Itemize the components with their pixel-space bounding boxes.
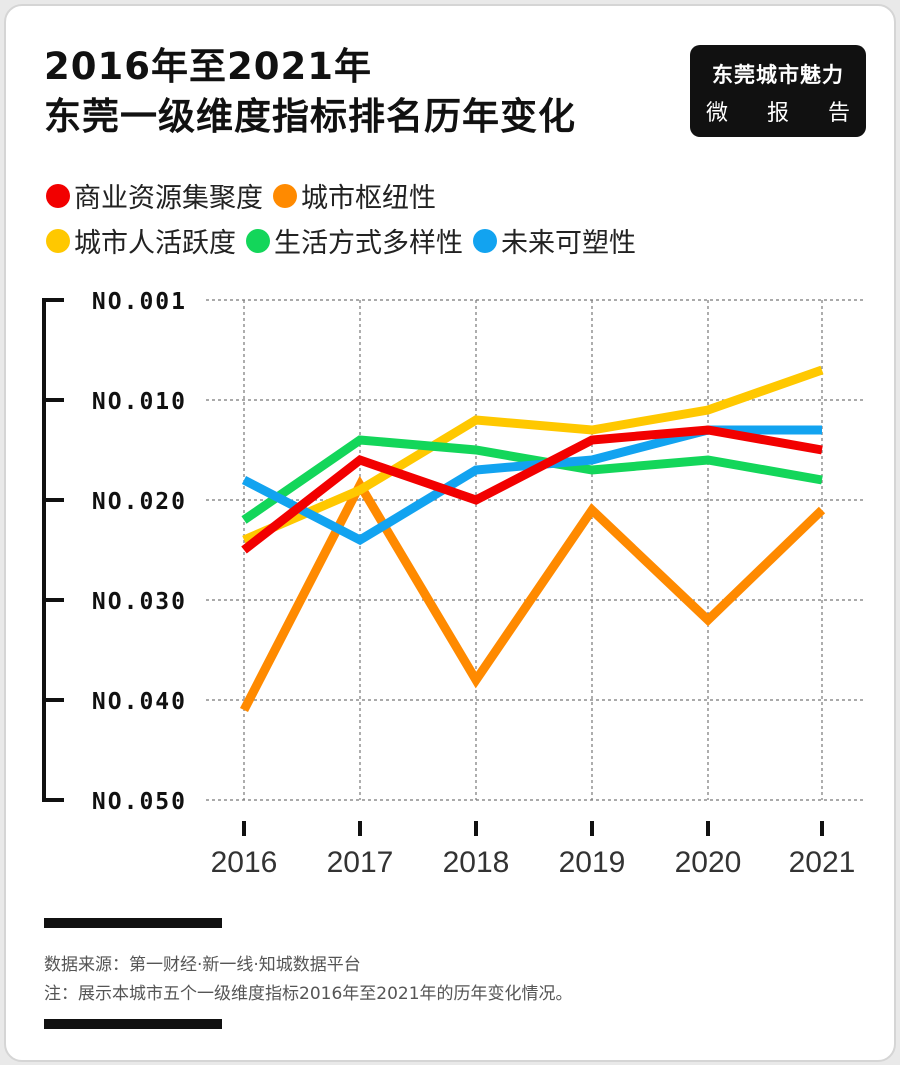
legend-swatch — [46, 228, 70, 253]
legend-label: 生活方式多样性 — [274, 228, 463, 259]
chart-title-line1: 2016年至2021年 — [44, 45, 372, 88]
x-tick-label: 2017 — [327, 846, 394, 879]
brand-badge-char: 报 — [766, 101, 789, 126]
y-tick-label: NO.020 — [92, 489, 187, 515]
brand-badge: 东莞城市魅力 微 报 告 — [690, 45, 866, 137]
legend-swatch — [273, 183, 297, 208]
legend-item: 城市枢纽性 — [273, 176, 436, 215]
footer-divider — [44, 1019, 222, 1029]
brand-badge-char: 微 — [706, 101, 729, 126]
legend-row: 城市人活跃度 生活方式多样性 未来可塑性 — [46, 221, 646, 260]
series-line — [241, 425, 823, 554]
chart-title-line2: 东莞一级维度指标排名历年变化 — [44, 95, 576, 138]
series-line — [240, 475, 826, 713]
legend-item: 商业资源集聚度 — [46, 176, 263, 215]
y-tick-label: NO.050 — [92, 789, 187, 815]
legend-item: 城市人活跃度 — [46, 221, 236, 260]
legend-label: 城市人活跃度 — [74, 228, 236, 259]
y-tick-label: NO.010 — [92, 389, 187, 415]
brand-badge-char: 告 — [827, 101, 850, 126]
line-chart: NO.001 NO.010 NO.020 NO.030 NO.040 NO.050 2016… — [42, 289, 864, 879]
legend-label: 未来可塑性 — [501, 228, 636, 259]
legend-item: 生活方式多样性 — [246, 221, 463, 260]
brand-badge-title: 东莞城市魅力 — [712, 63, 844, 87]
x-tick-label: 2019 — [559, 846, 626, 879]
legend-row: 商业资源集聚度 城市枢纽性 — [46, 176, 446, 215]
x-tick-label: 2021 — [789, 846, 856, 879]
y-tick-label: NO.001 — [92, 289, 187, 315]
legend-label: 城市枢纽性 — [301, 183, 436, 214]
x-tick-label: 2016 — [211, 846, 278, 879]
brand-badge-subtitle: 微 报 告 — [706, 95, 850, 127]
data-source-note: 数据来源：第一财经·新一线·知城数据平台 — [44, 955, 361, 975]
legend-label: 商业资源集聚度 — [74, 183, 263, 214]
series-line — [241, 435, 823, 524]
series-line — [242, 365, 824, 545]
footer-divider — [44, 918, 222, 928]
x-tick-label: 2018 — [443, 846, 510, 879]
footnote: 注：展示本城市五个一级维度指标2016年至2021年的历年变化情况。 — [44, 984, 573, 1004]
y-tick-label: NO.040 — [92, 689, 187, 715]
legend-swatch — [473, 228, 497, 253]
legend-swatch — [246, 228, 270, 253]
y-tick-label: NO.030 — [92, 589, 187, 615]
legend-swatch — [46, 183, 70, 208]
legend-item: 未来可塑性 — [473, 221, 636, 260]
x-tick-label: 2020 — [675, 846, 742, 879]
chart-card: 2016年至2021年 东莞一级维度指标排名历年变化 东莞城市魅力 微 报 告 … — [4, 4, 896, 1062]
